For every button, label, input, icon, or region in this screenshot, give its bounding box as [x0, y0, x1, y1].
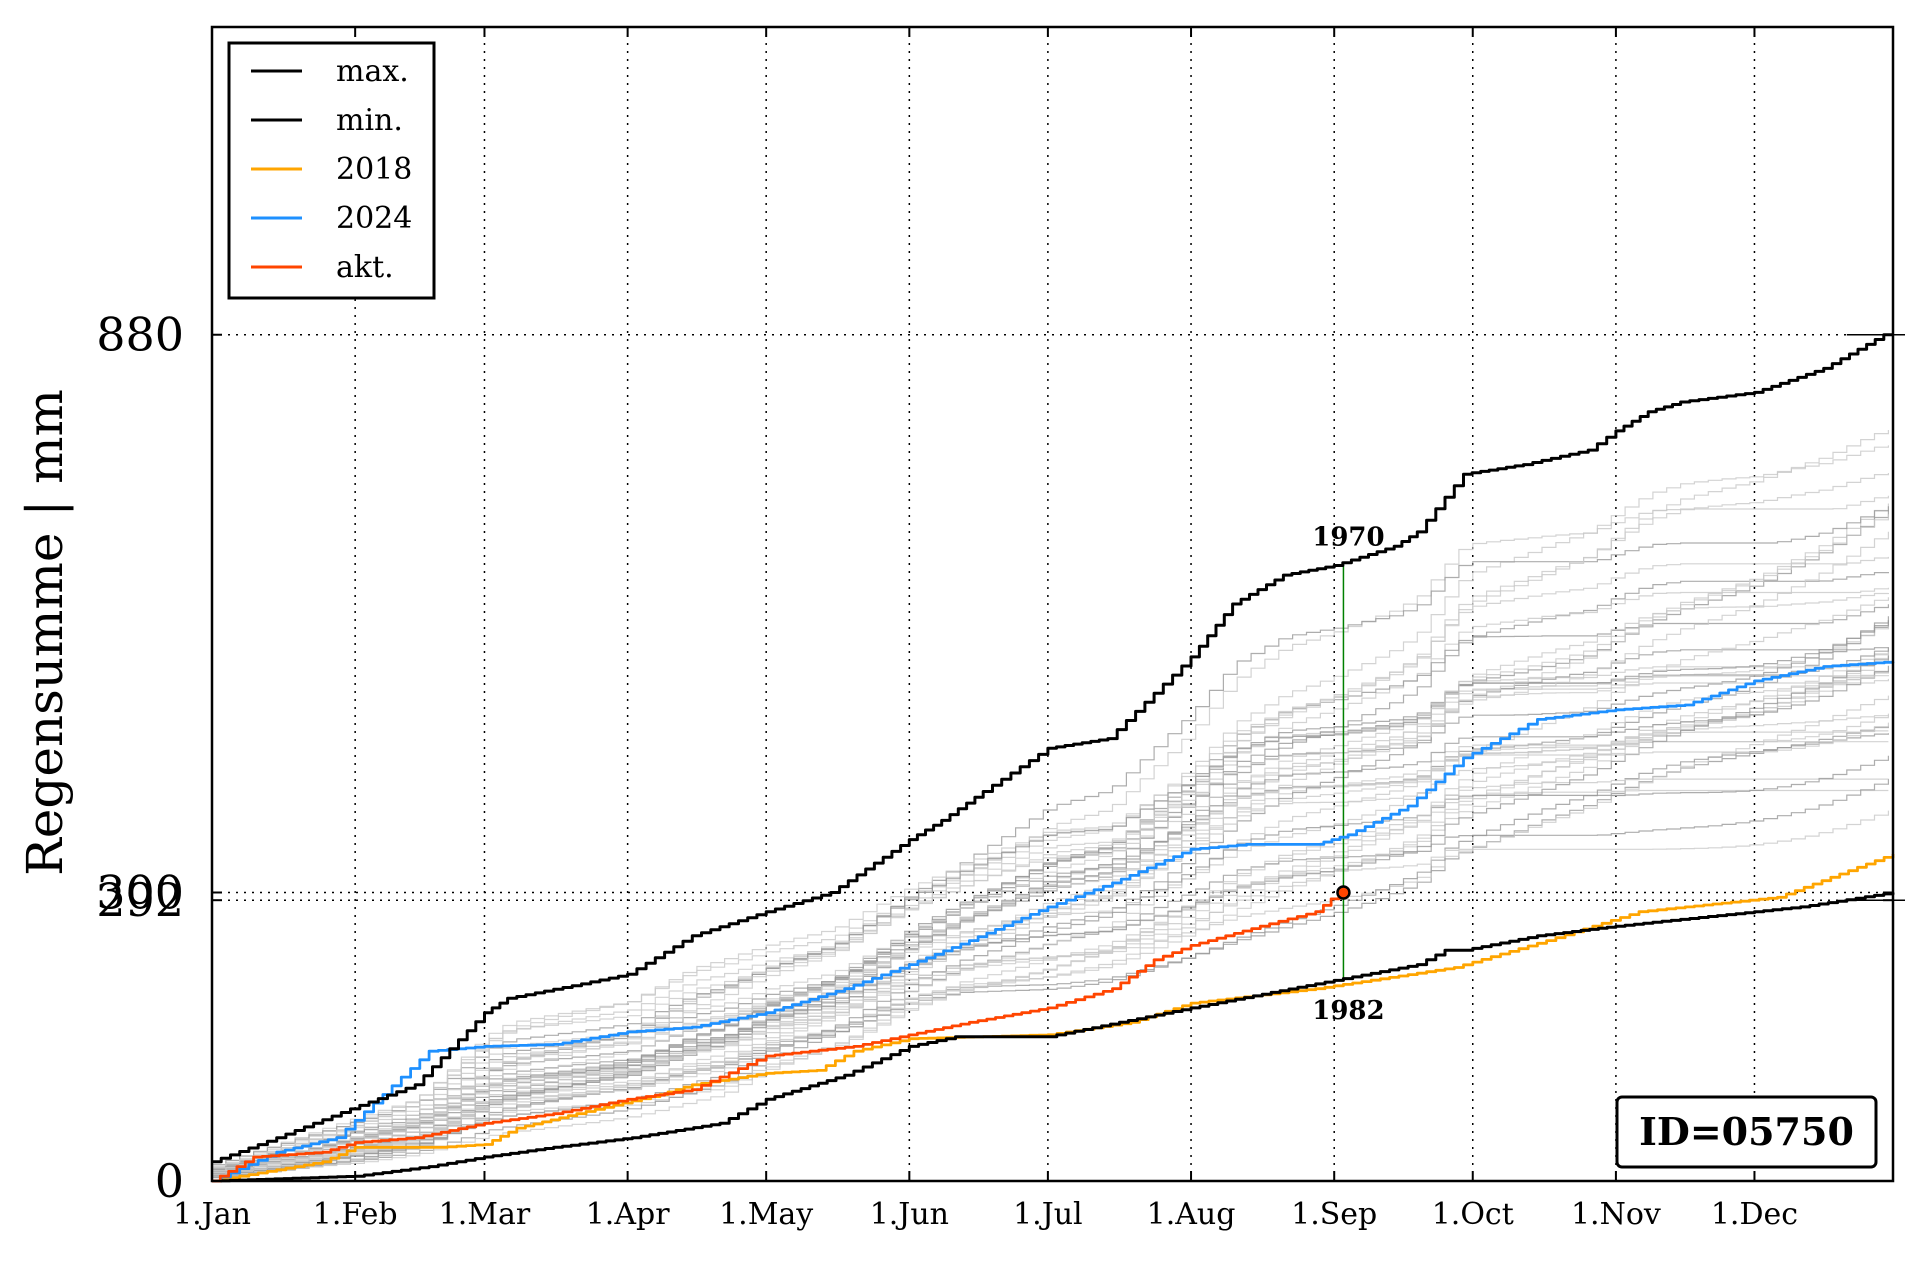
- background-year-line: [212, 647, 1889, 1172]
- background-year-line: [212, 675, 1889, 1176]
- background-year-line: [212, 778, 1889, 1175]
- id-box: ID=05750: [1615, 1095, 1878, 1169]
- x-tick-label: 1.Sep: [1291, 1197, 1377, 1232]
- annotation-year-1982: 1982: [1312, 996, 1384, 1026]
- x-tick-label: 1.Aug: [1147, 1197, 1236, 1232]
- background-year-line: [212, 655, 1889, 1177]
- background-year-line: [212, 722, 1889, 1174]
- y-axis-label: Regensumme | mm: [16, 389, 74, 876]
- series-line-max: [212, 333, 1893, 1164]
- x-tick-label: 1.Feb: [313, 1197, 398, 1232]
- x-tick-label: 1.Jun: [870, 1197, 949, 1232]
- x-tick-label: 1.Nov: [1571, 1197, 1661, 1232]
- y-tick-label: 300: [96, 866, 184, 920]
- legend-entry-label: min.: [336, 103, 403, 138]
- annotation-year-1970: 1970: [1312, 523, 1384, 553]
- y-tick-label: 0: [155, 1154, 184, 1208]
- x-tick-label: 1.Mar: [439, 1197, 531, 1232]
- background-year-line: [212, 755, 1889, 1175]
- background-year-line: [212, 733, 1889, 1178]
- background-year-line: [212, 592, 1889, 1172]
- background-year-line: [212, 514, 1889, 1172]
- background-year-line: [212, 503, 1889, 1171]
- ticks-layer: 1.Jan 1.Feb 1.Mar 1.Apr 1.May 1.Jun 1.Jul 1.Aug…: [96, 27, 1893, 1232]
- x-tick-label: 1.Oct: [1432, 1197, 1514, 1232]
- legend-entry-label: max.: [336, 54, 409, 89]
- x-tick-label: 1.Jul: [1013, 1197, 1083, 1232]
- legend: max. min. 2018 2024 akt.: [227, 41, 436, 300]
- x-tick-label: 1.Jan: [173, 1197, 251, 1232]
- background-year-line: [212, 810, 1889, 1177]
- background-year-line: [212, 616, 1889, 1172]
- series-line-2024: [212, 660, 1895, 1183]
- legend-entry-label: akt.: [336, 250, 394, 285]
- background-year-line: [212, 531, 1889, 1172]
- id-box-label: ID=05750: [1639, 1109, 1854, 1154]
- background-year-line: [212, 445, 1889, 1168]
- background-years-layer: [212, 430, 1889, 1179]
- x-tick-label: 1.May: [719, 1197, 813, 1232]
- x-tick-label: 1.Dec: [1711, 1197, 1798, 1232]
- grid-layer: [212, 27, 1893, 1181]
- background-year-line: [212, 572, 1889, 1170]
- y-tick-label: 292: [96, 873, 184, 927]
- background-year-line: [212, 670, 1889, 1171]
- id-box-frame: [1615, 1095, 1878, 1169]
- current-value-marker: [1336, 885, 1351, 900]
- plot-frame: [210, 25, 1895, 1183]
- background-year-line: [212, 495, 1889, 1166]
- x-tick-label: 1.Apr: [586, 1197, 670, 1232]
- legend-frame: [227, 41, 436, 300]
- legend-entry-label: 2018: [336, 152, 412, 187]
- background-year-line: [212, 587, 1889, 1169]
- series-line-akt: [212, 891, 1344, 1183]
- series-layer: 1970 1982: [212, 333, 1895, 1183]
- legend-entry-label: 2024: [336, 201, 412, 236]
- background-year-line: [212, 620, 1889, 1173]
- background-year-line: [212, 556, 1889, 1169]
- background-year-line: [212, 473, 1889, 1169]
- series-line-min: [212, 892, 1895, 1183]
- y-tick-label: 880: [96, 308, 184, 362]
